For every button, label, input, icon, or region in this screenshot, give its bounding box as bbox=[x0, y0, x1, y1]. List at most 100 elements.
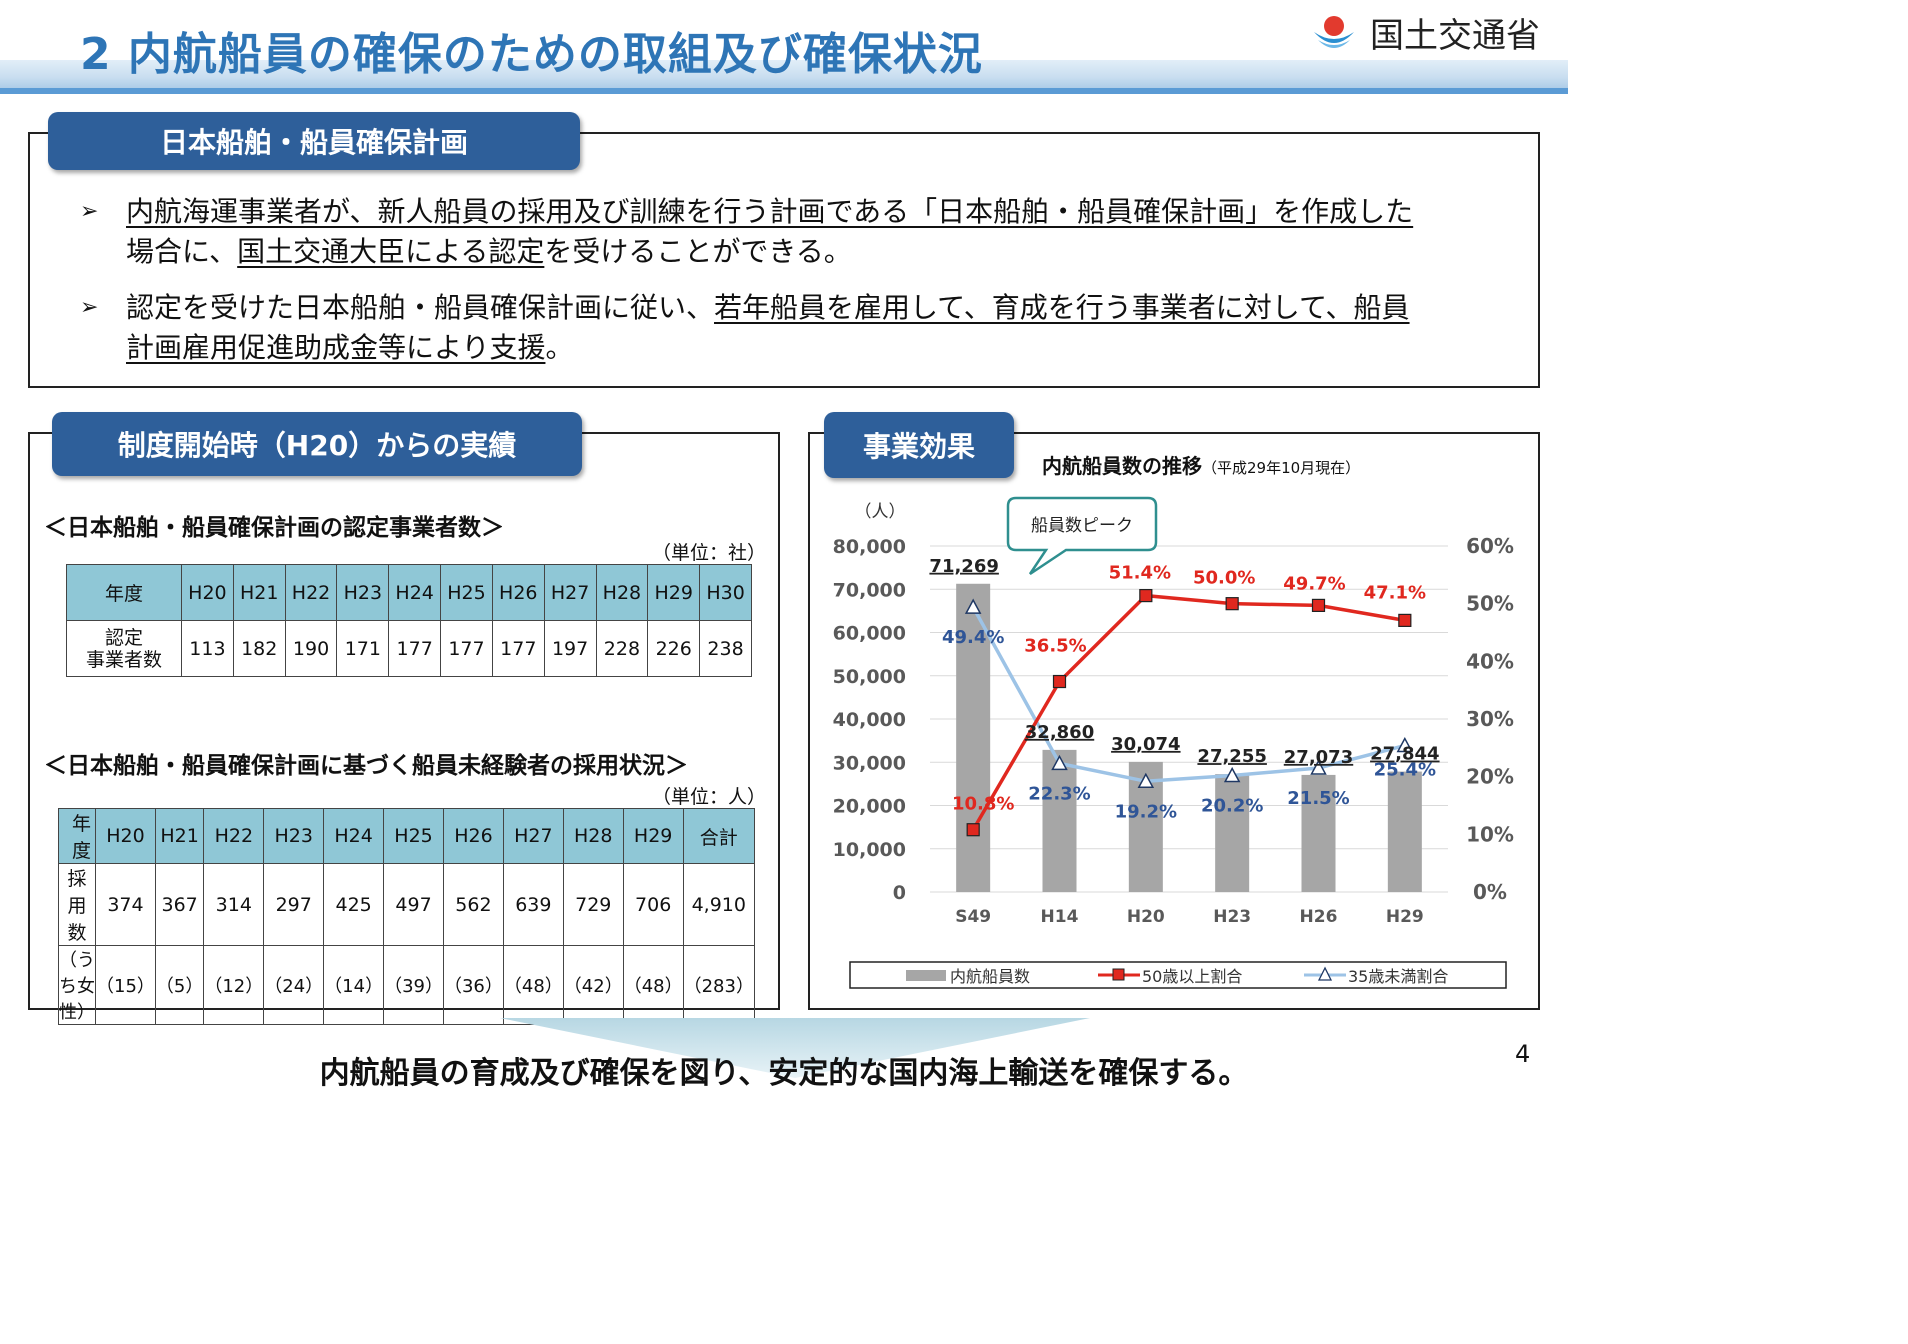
bar bbox=[956, 583, 991, 892]
header-year-2: H22 bbox=[203, 808, 265, 864]
over50-data-label: 36.5% bbox=[1024, 636, 1086, 657]
bar bbox=[1301, 774, 1336, 892]
title-underline bbox=[0, 88, 1568, 94]
table-cell: 497 bbox=[383, 863, 444, 946]
header-year-8: H28 bbox=[562, 808, 624, 864]
table-cell: 171 bbox=[336, 620, 390, 677]
table-cell: （48） bbox=[622, 945, 684, 1025]
under35-data-label: 20.2% bbox=[1201, 796, 1263, 817]
square-marker bbox=[1139, 588, 1153, 603]
conclusion-text: 内航船員の育成及び確保を図り、安定的な国内海上輸送を確保する。 bbox=[319, 1056, 1249, 1091]
y-right-tick-label: 40% bbox=[1466, 649, 1514, 673]
table-cell: （24） bbox=[263, 945, 325, 1025]
table-cell: 314 bbox=[203, 863, 265, 946]
table-cell: （283） bbox=[682, 945, 755, 1025]
row-label-certified: 認定 事業者数 bbox=[66, 620, 182, 677]
bullet-1-underlined: 国土交通大臣による認定 bbox=[237, 235, 545, 268]
bullet-2-text: 認定を受けた日本船舶・船員確保計画に従い、 bbox=[126, 291, 715, 324]
effect-box bbox=[808, 432, 1540, 1010]
table-cell: 190 bbox=[284, 620, 338, 677]
table2-title: ＜日本船舶・船員確保計画に基づく船員未経験者の採用状況＞ bbox=[44, 753, 688, 779]
y-right-tick-label: 30% bbox=[1466, 707, 1514, 731]
table-cell: 425 bbox=[323, 863, 385, 946]
x-tick-label: H26 bbox=[1300, 907, 1338, 927]
table-header-row: 年度 H20 H21 H22 H23 H24 H25 H26 H27 H28 H29 合計 bbox=[58, 808, 755, 864]
bar-data-label: 32,860 bbox=[1025, 722, 1094, 743]
header-year-10: H30 bbox=[699, 564, 752, 621]
table-cell: （15） bbox=[95, 945, 156, 1025]
table-row: 採用数 374 367 314 297 425 497 562 639 729 706 4,910 bbox=[58, 863, 755, 946]
header-year-5: H25 bbox=[440, 564, 493, 621]
bar-data-label: 71,269 bbox=[929, 556, 998, 577]
table-cell: （36） bbox=[442, 945, 504, 1025]
certified-operators-table: 年度 H20 H21 H22 H23 H24 H25 H26 H27 H28 H29 H30 認定 … bbox=[66, 564, 752, 677]
header-year-8: H28 bbox=[595, 564, 649, 621]
bullet-1-text: 場合に、 bbox=[126, 235, 238, 268]
triangle-marker bbox=[1310, 759, 1327, 775]
under35-data-label: 21.5% bbox=[1287, 788, 1349, 809]
callout-bubble bbox=[1006, 496, 1158, 576]
header-year-3: H23 bbox=[263, 808, 325, 864]
legend-swatch-marker bbox=[1317, 966, 1333, 981]
header-year-label: 年度 bbox=[58, 808, 96, 864]
header-year-7: H27 bbox=[502, 808, 564, 864]
bar-data-label: 30,074 bbox=[1111, 734, 1180, 755]
y-left-tick-label: 10,000 bbox=[833, 839, 906, 861]
table-cell: 367 bbox=[154, 863, 205, 946]
bar bbox=[1387, 771, 1422, 892]
y-left-tick-label: 70,000 bbox=[833, 579, 906, 601]
header-year-4: H24 bbox=[388, 564, 442, 621]
y-right-tick-label: 50% bbox=[1466, 592, 1514, 616]
y-left-tick-label: 20,000 bbox=[833, 796, 906, 818]
arrowhead-bullet-icon: ➢ bbox=[80, 199, 99, 224]
table-cell: （14） bbox=[323, 945, 385, 1025]
triangle-marker bbox=[1396, 736, 1414, 753]
bullet-1: ➢ 内航海運事業者が、新人船員の採用及び訓練を行う計画である「日本船舶・船員確保… bbox=[80, 192, 1520, 272]
row-label-women: （うち女性） bbox=[58, 945, 96, 1025]
header-year-3: H23 bbox=[336, 564, 390, 621]
bar bbox=[1215, 774, 1250, 892]
over50-data-label: 49.7% bbox=[1283, 573, 1345, 594]
bar-data-label: 27,844 bbox=[1370, 744, 1439, 765]
square-marker bbox=[1052, 674, 1067, 689]
header-year-7: H27 bbox=[543, 564, 597, 621]
table-cell: 706 bbox=[622, 863, 684, 946]
x-tick-label: S49 bbox=[955, 907, 991, 927]
over50-data-label: 51.4% bbox=[1109, 563, 1171, 584]
effect-tab: 事業効果 bbox=[824, 412, 1014, 478]
table-cell: （5） bbox=[154, 945, 205, 1025]
table-cell: 4,910 bbox=[682, 863, 755, 946]
triangle-marker bbox=[964, 598, 982, 614]
header-year-5: H25 bbox=[383, 808, 444, 864]
x-tick-label: H14 bbox=[1041, 907, 1079, 927]
over50-data-label: 50.0% bbox=[1193, 568, 1255, 589]
bullet-2-underlined-2: 計画雇用促進助成金等により支援 bbox=[126, 331, 546, 364]
header-year-4: H24 bbox=[323, 808, 385, 864]
y-left-tick-label: 30,000 bbox=[833, 752, 906, 774]
header-year-0: H20 bbox=[95, 808, 156, 864]
table-cell: （12） bbox=[203, 945, 265, 1025]
table-cell: 228 bbox=[595, 620, 649, 677]
bar bbox=[1042, 749, 1077, 892]
legend-label: 50歳以上割合 bbox=[1142, 967, 1242, 986]
table-cell: 374 bbox=[95, 863, 156, 946]
y-left-tick-label: 60,000 bbox=[833, 623, 906, 645]
row-label-hired: 採用数 bbox=[58, 863, 96, 946]
crew-trend-chart: 71,269 32,860 30,074 27,255 27,073 27,844 10.8… bbox=[833, 496, 1514, 989]
table-cell: （48） bbox=[502, 945, 564, 1025]
bullet-1-tail: を受けることができる。 bbox=[544, 235, 852, 268]
page-number: 4 bbox=[1515, 1040, 1531, 1068]
series-line-under35 bbox=[971, 606, 1406, 784]
down-arrow-shape bbox=[500, 1018, 1090, 1078]
table-cell: 562 bbox=[442, 863, 504, 946]
plan-box bbox=[28, 132, 1540, 388]
x-tick-label: H20 bbox=[1127, 907, 1165, 927]
callout-text: 船員数ピーク bbox=[1031, 516, 1133, 536]
row-label-line1: 認定 bbox=[104, 626, 143, 649]
table1-unit: （単位：社） bbox=[652, 542, 767, 564]
square-marker bbox=[966, 823, 980, 837]
table-cell: 113 bbox=[181, 620, 234, 677]
bullet-2: ➢ 認定を受けた日本船舶・船員確保計画に従い、若年船員を雇用して、育成を行う事業… bbox=[80, 288, 1520, 368]
under35-data-label: 49.4% bbox=[942, 627, 1004, 648]
table-cell: 197 bbox=[543, 620, 597, 677]
